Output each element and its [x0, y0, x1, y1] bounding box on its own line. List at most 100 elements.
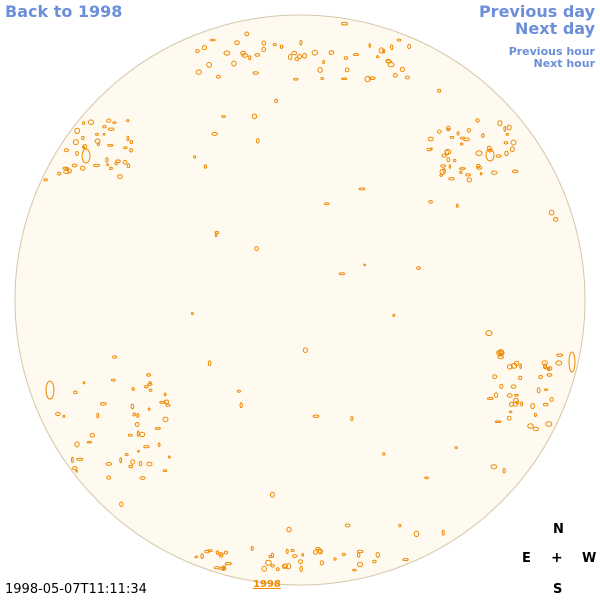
magnetic-contour	[126, 119, 130, 123]
magnetic-contour	[126, 163, 131, 169]
magnetic-contour	[162, 416, 169, 423]
magnetic-contour	[404, 75, 410, 80]
magnetic-contour	[76, 457, 84, 461]
magnetic-contour	[459, 170, 463, 175]
magnetic-contour	[128, 464, 134, 469]
magnetic-contour	[272, 43, 277, 47]
magnetic-contour	[514, 360, 520, 366]
magnetic-contour	[138, 461, 143, 467]
magnetic-contour	[136, 430, 140, 437]
magnetic-contour	[568, 351, 576, 373]
magnetic-contour	[448, 177, 455, 181]
magnetic-contour	[148, 381, 152, 385]
magnetic-contour	[63, 148, 70, 153]
magnetic-contour	[495, 154, 502, 158]
previous-day-link[interactable]: Previous day	[478, 2, 595, 21]
magnetic-contour	[514, 393, 519, 397]
magnetic-contour	[538, 375, 543, 379]
magnetic-contour	[291, 50, 298, 56]
magnetic-contour	[82, 381, 86, 385]
magnetic-contour	[63, 169, 70, 174]
magnetic-contour	[265, 559, 272, 566]
magnetic-contour	[302, 347, 308, 354]
magnetic-contour	[510, 146, 515, 153]
magnetic-contour	[317, 67, 323, 73]
magnetic-contour	[447, 127, 450, 131]
magnetic-contour	[146, 461, 153, 467]
magnetic-contour	[96, 412, 100, 419]
magnetic-contour	[509, 401, 515, 407]
compass-west-label: W	[582, 551, 597, 566]
magnetic-contour	[224, 561, 232, 566]
compass-south-label: S	[553, 582, 563, 597]
magnetic-contour	[486, 145, 492, 152]
next-hour-link[interactable]: Next hour	[533, 57, 596, 70]
magnetic-contour	[475, 118, 480, 123]
magnetic-contour	[115, 159, 121, 163]
magnetic-contour	[510, 139, 517, 146]
magnetic-contour	[143, 445, 150, 449]
magnetic-contour	[413, 530, 420, 538]
magnetic-contour	[106, 163, 109, 167]
magnetic-contour	[281, 563, 288, 569]
magnetic-contour	[107, 127, 115, 131]
magnetic-contour	[344, 67, 350, 73]
magnetic-contour	[74, 127, 81, 134]
magnetic-contours	[43, 21, 576, 572]
magnetic-contour	[206, 61, 213, 68]
magnetic-contour	[547, 366, 553, 371]
magnetic-contour	[162, 469, 168, 473]
magnetic-contour	[510, 384, 517, 389]
magnetic-contour	[506, 393, 513, 398]
magnetic-contour	[356, 549, 364, 554]
magnetic-contour	[399, 66, 405, 73]
magnetic-contour	[396, 38, 402, 42]
magnetic-contour	[475, 150, 483, 157]
magnetic-contour	[147, 407, 151, 411]
magnetic-contour	[88, 119, 95, 125]
magnetic-contour	[254, 53, 261, 57]
magnetic-contour	[368, 76, 376, 80]
magnetic-contour	[506, 415, 512, 421]
magnetic-contour	[214, 230, 220, 235]
magnetic-contour	[123, 146, 128, 150]
magnetic-contour	[490, 170, 498, 175]
magnetic-contour	[402, 558, 409, 562]
magnetic-contour	[527, 423, 534, 429]
magnetic-contour	[378, 47, 385, 54]
magnetic-contour	[341, 21, 348, 26]
next-day-link[interactable]: Next day	[515, 19, 595, 38]
magnetic-contour	[476, 165, 483, 170]
magnetic-contour	[251, 113, 258, 120]
magnetic-contour	[519, 363, 522, 370]
magnetic-contour	[439, 168, 446, 175]
magnetic-contour	[290, 548, 295, 553]
solar-disk	[14, 14, 586, 586]
previous-hour-link[interactable]: Previous hour	[508, 45, 595, 58]
magnetic-contour	[62, 414, 66, 418]
magnetic-contour	[322, 60, 325, 65]
magnetic-contour	[62, 166, 69, 170]
magnetic-contour	[134, 422, 140, 427]
magnetic-contour	[333, 557, 337, 561]
magnetic-contour	[86, 440, 93, 444]
magnetic-contour	[324, 202, 330, 206]
magnetic-contour	[508, 410, 513, 414]
magnetic-contour	[407, 43, 412, 50]
magnetic-contour	[129, 148, 134, 153]
magnetic-contour	[286, 526, 292, 533]
magnetic-contour	[107, 144, 114, 147]
magnetic-contour	[89, 433, 96, 438]
year-link[interactable]: 1998	[253, 579, 281, 590]
magnetic-contour	[520, 401, 523, 407]
magnetic-contour	[71, 466, 78, 471]
magnetic-contour	[440, 164, 447, 168]
magnetic-contour	[390, 44, 394, 51]
magnetic-contour	[137, 450, 140, 453]
magnetic-contour	[136, 413, 140, 418]
magnetic-contour	[536, 387, 541, 394]
magnetic-contour	[444, 148, 452, 155]
back-to-year-link[interactable]: Back to 1998	[5, 2, 123, 21]
magnetic-contour	[195, 69, 202, 75]
